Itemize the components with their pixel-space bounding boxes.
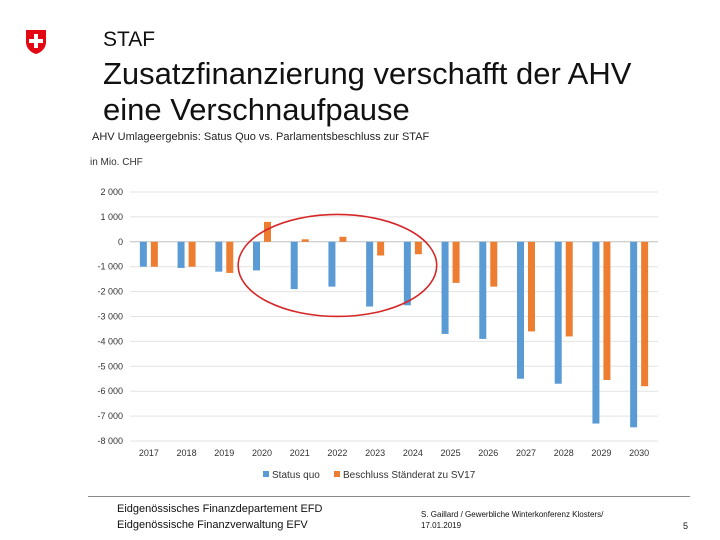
x-tick-label: 2029 <box>591 448 611 458</box>
x-tick-label: 2017 <box>139 448 159 458</box>
bar-status-quo <box>630 241 638 428</box>
bar-status-quo <box>403 241 411 306</box>
bar-status-quo <box>139 241 147 267</box>
x-tick-label: 2025 <box>441 448 461 458</box>
legend-label-beschluss: Beschluss Ständerat zu SV17 <box>343 470 476 481</box>
bar-status-quo <box>290 241 298 290</box>
y-tick-label: -4 000 <box>97 336 123 346</box>
footer-source: S. Gaillard / Gewerbliche Winterkonferen… <box>421 510 604 519</box>
title-line-1: Zusatzfinanzierung verschafft der AHV <box>103 56 632 91</box>
x-tick-label: 2023 <box>365 448 385 458</box>
x-tick-label: 2024 <box>403 448 423 458</box>
bar-beschluss <box>528 241 535 332</box>
y-tick-label: -7 000 <box>97 411 123 421</box>
x-tick-label: 2020 <box>252 448 272 458</box>
x-tick-label: 2028 <box>554 448 574 458</box>
bar-beschluss <box>414 241 422 255</box>
y-tick-label: -6 000 <box>97 386 123 396</box>
bar-status-quo <box>177 241 185 268</box>
highlight-ellipse <box>237 213 438 318</box>
y-tick-label: -5 000 <box>97 361 123 371</box>
bar-status-quo <box>479 241 487 339</box>
bar-beschluss <box>339 236 347 242</box>
page-number: 5 <box>683 521 689 531</box>
y-tick-label: 2 000 <box>100 187 123 197</box>
y-tick-label: -1 000 <box>97 262 123 272</box>
bar-beschluss <box>377 241 385 256</box>
x-tick-label: 2026 <box>478 448 498 458</box>
chart-unit-label: in Mio. CHF <box>90 157 143 168</box>
bar-status-quo <box>517 241 524 379</box>
bar-beschluss <box>641 241 649 387</box>
bar-status-quo <box>253 241 260 271</box>
x-tick-label: 2021 <box>290 448 310 458</box>
swiss-shield-logo <box>26 30 46 54</box>
legend-swatch-beschluss <box>334 471 340 477</box>
bar-status-quo <box>554 241 562 384</box>
legend-swatch-status-quo <box>263 471 269 477</box>
bar-chart: 2 000 1 000 0 -1 000 -2 000 -3 000 -4 000 -5 00… <box>97 187 658 481</box>
x-tick-label: 2027 <box>516 448 536 458</box>
bar-beschluss <box>301 239 309 242</box>
bar-beschluss <box>226 241 234 273</box>
page-title: Zusatzfinanzierung verschafft der AHV ei… <box>103 56 713 128</box>
footer-office: Eidgenössische Finanzverwaltung EFV <box>117 519 308 531</box>
legend-label-status-quo: Status quo <box>272 470 320 481</box>
y-tick-label: -3 000 <box>97 312 123 322</box>
bar-beschluss <box>188 241 196 267</box>
bar-status-quo <box>441 241 449 334</box>
footer-date: 17.01.2019 <box>421 521 462 530</box>
bar-status-quo <box>328 241 336 287</box>
bar-status-quo <box>366 241 374 307</box>
bar-beschluss <box>264 221 271 242</box>
bar-beschluss <box>150 241 158 267</box>
bar-beschluss <box>490 241 498 287</box>
x-tick-label: 2019 <box>214 448 234 458</box>
bar-beschluss <box>565 241 573 337</box>
x-tick-label: 2018 <box>177 448 197 458</box>
y-tick-label: 1 000 <box>100 212 123 222</box>
section-label: STAF <box>103 28 156 51</box>
title-line-2: eine Verschnaufpause <box>103 92 410 127</box>
bar-status-quo <box>592 241 600 424</box>
bar-status-quo <box>215 241 223 272</box>
y-tick-label: -8 000 <box>97 436 123 446</box>
bar-beschluss <box>452 241 460 283</box>
y-tick-label: 0 <box>118 237 123 247</box>
x-tick-label: 2030 <box>629 448 649 458</box>
x-tick-label: 2022 <box>327 448 347 458</box>
y-tick-label: -2 000 <box>97 287 123 297</box>
footer-divider <box>88 496 690 497</box>
bar-beschluss <box>603 241 611 380</box>
footer-department: Eidgenössisches Finanzdepartement EFD <box>117 503 323 515</box>
chart-title: AHV Umlageergebnis: Satus Quo vs. Parlam… <box>92 131 430 143</box>
